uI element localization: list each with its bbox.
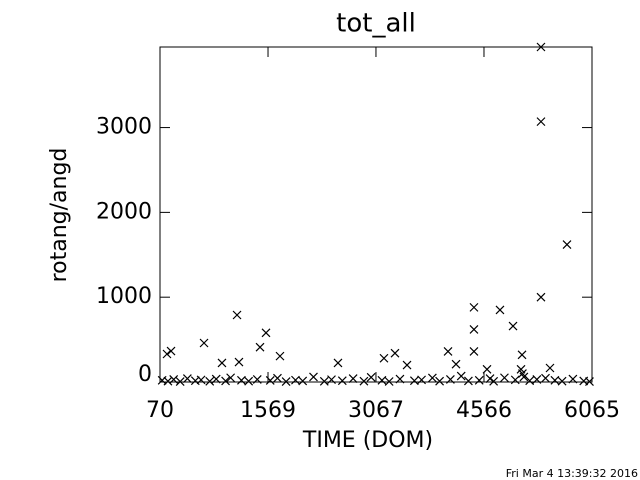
data-point <box>384 377 394 386</box>
x-tick-label: 1569 <box>240 398 296 423</box>
data-point <box>169 375 179 384</box>
y-axis-label: rotang/angd <box>47 148 72 283</box>
data-point <box>244 376 254 386</box>
data-point <box>205 376 215 386</box>
data-point <box>456 371 466 381</box>
data-point <box>417 375 427 385</box>
data-point <box>517 350 527 360</box>
data-point <box>550 375 560 385</box>
data-point <box>377 375 387 385</box>
data-point <box>337 376 347 386</box>
data-point <box>252 375 262 384</box>
data-point <box>275 351 285 361</box>
data-point <box>379 353 389 363</box>
data-point <box>474 375 484 385</box>
data-point <box>485 374 495 384</box>
data-point <box>319 376 329 386</box>
y-tick-label: 0 <box>138 362 152 387</box>
x-axis-label: TIME (DOM) <box>302 428 433 453</box>
data-point <box>265 376 275 385</box>
data-point <box>166 346 176 356</box>
data-point <box>261 328 271 338</box>
data-point <box>217 358 227 368</box>
data-point <box>348 374 358 384</box>
data-point <box>536 42 546 52</box>
data-point <box>309 372 318 382</box>
data-point <box>451 359 461 369</box>
data-point <box>557 376 567 386</box>
data-point <box>255 342 265 352</box>
data-point <box>232 310 242 320</box>
data-point <box>163 376 173 386</box>
data-point <box>469 324 479 334</box>
data-point <box>482 364 492 374</box>
data-point <box>291 375 300 385</box>
data-point <box>366 372 376 382</box>
data-point <box>359 376 369 386</box>
data-point <box>234 357 244 367</box>
data-point <box>445 375 455 384</box>
y-tick-label: 2000 <box>96 199 152 224</box>
data-point <box>221 376 230 386</box>
data-point <box>390 348 400 358</box>
data-point <box>532 375 542 384</box>
data-point <box>562 240 572 250</box>
data-point <box>443 347 453 356</box>
x-tick-label: 3067 <box>348 398 404 423</box>
data-point <box>273 373 282 383</box>
data-point <box>495 305 505 315</box>
data-point <box>469 347 479 356</box>
x-tick-label: 4566 <box>456 398 512 423</box>
data-point <box>395 374 405 384</box>
data-point <box>196 375 206 385</box>
x-tick-label: 70 <box>146 398 174 423</box>
data-point <box>541 373 550 383</box>
data-point <box>500 373 509 383</box>
data-point <box>298 376 308 386</box>
data-point <box>519 372 529 382</box>
data-point <box>162 349 172 359</box>
chart-title: tot_all <box>336 9 416 39</box>
data-point <box>508 321 518 331</box>
data-point <box>226 373 236 383</box>
data-point <box>489 376 499 386</box>
data-point <box>175 377 185 387</box>
data-point <box>333 358 343 368</box>
data-point <box>402 360 412 370</box>
x-tick-label: 6065 <box>564 398 620 423</box>
data-point <box>327 375 336 385</box>
timestamp: Fri Mar 4 13:39:32 2016 <box>506 467 638 480</box>
data-point <box>525 376 535 386</box>
y-tick-label: 1000 <box>96 284 152 309</box>
data-point <box>427 373 437 383</box>
data-point <box>237 375 246 385</box>
data-point <box>211 374 221 384</box>
data-point <box>199 338 209 348</box>
data-point <box>585 377 594 387</box>
data-point <box>409 376 419 386</box>
data-point <box>510 375 520 385</box>
data-point <box>281 377 291 387</box>
y-tick-label: 3000 <box>96 115 152 140</box>
data-point <box>536 117 546 127</box>
data-point <box>536 292 546 302</box>
data-point <box>435 376 445 386</box>
data-point <box>469 302 479 312</box>
data-point <box>463 376 473 386</box>
data-point <box>545 363 555 373</box>
data-point <box>568 374 578 384</box>
data-point <box>182 374 192 384</box>
